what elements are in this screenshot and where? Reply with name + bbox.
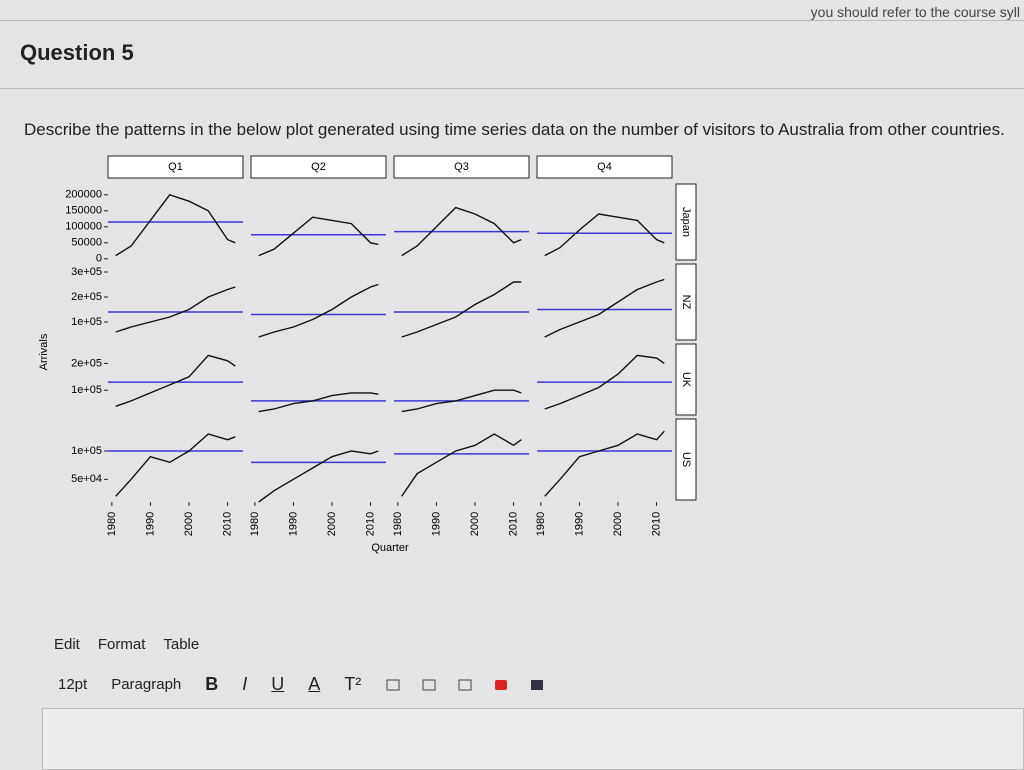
y-axis-label: Arrivals <box>38 333 50 370</box>
x-tick-label: 2000 <box>183 512 195 536</box>
y-tick-label: 150000 <box>65 205 102 217</box>
media-icon[interactable] <box>457 677 473 693</box>
series-line <box>544 278 665 338</box>
x-tick-label: 1990 <box>430 512 442 536</box>
menu-item[interactable]: Table <box>163 636 200 653</box>
x-tick-label: 1980 <box>392 512 404 536</box>
x-tick-label: 2000 <box>612 512 624 536</box>
x-tick-label: 2010 <box>364 512 376 536</box>
bold-button[interactable]: B <box>205 674 219 694</box>
series-line <box>544 354 665 410</box>
facet-strip <box>107 155 244 179</box>
text-color-button[interactable]: A <box>308 674 321 694</box>
series-line <box>115 286 236 333</box>
menu-item[interactable]: Edit <box>54 636 80 653</box>
divider <box>0 20 1024 21</box>
series-line <box>401 206 522 257</box>
facet-label: Q1 <box>168 161 183 173</box>
x-tick-label: 1980 <box>249 512 261 536</box>
facet-label: Q2 <box>311 161 326 173</box>
italic-button[interactable]: I <box>242 674 248 694</box>
note: you should refer to the course syll <box>810 4 1020 20</box>
embed-icon[interactable] <box>529 677 545 693</box>
x-tick-label: 2000 <box>326 512 338 536</box>
x-tick-label: 2010 <box>650 512 662 536</box>
row-label: UK <box>680 372 692 388</box>
row-strip <box>675 183 697 261</box>
y-tick-label: 1e+05 <box>71 316 102 328</box>
x-tick-label: 1980 <box>106 512 118 536</box>
x-tick-label: 2010 <box>221 512 233 536</box>
row-label: Japan <box>680 207 692 237</box>
y-tick-label: 2e+05 <box>71 291 102 303</box>
y-tick-label: 200000 <box>65 189 102 201</box>
y-tick-label: 0 <box>96 253 102 265</box>
series-line <box>401 281 522 338</box>
x-tick-label: 2010 <box>507 512 519 536</box>
facet-label: Q3 <box>454 161 469 173</box>
question-title: Question 5 <box>20 40 134 65</box>
series-line <box>258 450 379 503</box>
y-tick-label: 100000 <box>65 221 102 233</box>
x-tick-label: 2000 <box>469 512 481 536</box>
x-axis-label: Quarter <box>371 542 409 554</box>
y-tick-label: 5e+04 <box>71 473 102 485</box>
series-line <box>544 213 665 257</box>
question-prompt: Describe the patterns in the below plot … <box>24 120 1005 139</box>
row-label: US <box>680 452 692 467</box>
series-line <box>258 283 379 338</box>
series-line <box>115 433 236 497</box>
y-tick-label: 3e+05 <box>71 266 102 278</box>
menu-item[interactable]: Format <box>97 636 146 653</box>
y-tick-label: 2e+05 <box>71 357 102 369</box>
x-tick-label: 1990 <box>144 512 156 536</box>
icon-group[interactable] <box>385 677 545 693</box>
facet-label: Q4 <box>597 161 612 173</box>
row-strip <box>675 343 697 416</box>
divider <box>0 88 1024 89</box>
font-size-select[interactable]: 12pt <box>58 676 88 693</box>
youtube-icon[interactable] <box>493 677 509 693</box>
y-tick-label: 50000 <box>71 237 102 249</box>
underline-button[interactable]: U <box>271 674 285 694</box>
facet-strip <box>393 155 530 179</box>
editor-toolbar: 12pt Paragraph B I U A T² <box>58 674 545 695</box>
superscript-button[interactable]: T² <box>344 674 362 694</box>
facet-strip <box>536 155 673 179</box>
y-tick-label: 1e+05 <box>71 384 102 396</box>
chart: Q1 Q2 Q3 Q4 Japan 0 50000 100000 150000 200000 NZ 1… <box>38 155 697 554</box>
answer-textarea[interactable] <box>42 708 1024 770</box>
series-line <box>544 430 665 497</box>
row-strip <box>675 418 697 501</box>
x-tick-label: 1990 <box>573 512 585 536</box>
series-line <box>115 193 236 257</box>
x-tick-label: 1980 <box>535 512 547 536</box>
x-tick-label: 1990 <box>287 512 299 536</box>
link-icon[interactable] <box>385 677 401 693</box>
series-line <box>401 389 522 413</box>
row-label: NZ <box>680 295 692 310</box>
series-line <box>258 216 379 257</box>
y-tick-label: 1e+05 <box>71 445 102 457</box>
block-select[interactable]: Paragraph <box>111 676 182 693</box>
facet-strip <box>250 155 387 179</box>
image-icon[interactable] <box>421 677 437 693</box>
editor-menu: Edit Format Table <box>54 636 199 653</box>
series-line <box>115 354 236 407</box>
series-line <box>258 392 379 413</box>
row-strip <box>675 263 697 341</box>
series-line <box>401 433 522 497</box>
